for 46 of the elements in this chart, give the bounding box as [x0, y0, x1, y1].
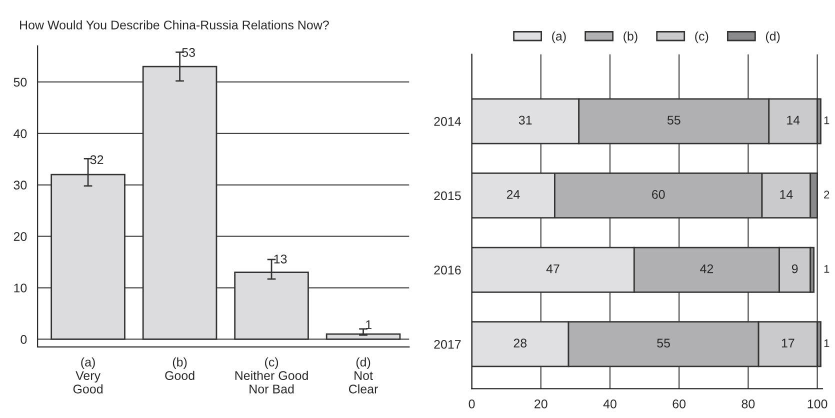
data-label: 42	[700, 264, 714, 274]
x-tick-label: (c) Neither Good Nor Bad	[235, 357, 308, 394]
y-tick-label: 10	[14, 284, 27, 292]
x-tick-label: 40	[603, 399, 616, 408]
legend-label: (b)	[624, 31, 638, 44]
y-tick-label: 0	[20, 335, 27, 344]
data-label: 47	[546, 264, 560, 274]
x-tick-label: 60	[672, 399, 686, 408]
y-tick-label: 2015	[434, 191, 461, 200]
y-tick-label: 2017	[434, 340, 461, 349]
data-label: 55	[657, 338, 670, 348]
data-label: 2	[824, 190, 830, 198]
data-label: 14	[780, 190, 793, 199]
y-tick-label: 30	[14, 180, 27, 190]
data-label: 32	[90, 155, 104, 164]
data-label: 13	[274, 254, 287, 264]
data-label: 55	[667, 116, 680, 125]
legend-label: (d)	[766, 31, 780, 44]
x-tick-label: 80	[742, 399, 755, 408]
legend-label: (a)	[552, 31, 566, 44]
legend-label: (c)	[695, 31, 708, 44]
y-tick-label: 50	[14, 78, 27, 87]
x-tick-label: 0	[468, 399, 475, 408]
data-label: 1	[824, 339, 830, 348]
chart-title: How Would You Describe China-Russia Relations Now?	[20, 20, 329, 30]
x-tick-label: (b) Good	[165, 357, 194, 380]
data-label: 28	[514, 338, 527, 348]
x-tick-label: 100	[808, 399, 828, 408]
y-tick-label: 40	[14, 129, 27, 138]
y-tick-label: 2014	[434, 117, 461, 126]
x-tick-label: (d) Not Clear	[348, 357, 378, 394]
data-label: 53	[182, 48, 195, 57]
data-label: 9	[792, 264, 798, 274]
y-tick-label: 2016	[434, 266, 461, 274]
y-tick-label: 20	[14, 232, 27, 241]
bar	[326, 333, 401, 340]
data-label: 17	[782, 338, 794, 348]
data-label: 14	[787, 116, 800, 124]
data-label: 1	[824, 265, 830, 273]
data-label: 1	[824, 116, 830, 124]
data-label: 1	[366, 320, 372, 329]
data-label: 24	[506, 190, 520, 199]
data-label: 31	[518, 116, 532, 125]
x-tick-label: (a) Very Good	[73, 357, 103, 394]
x-tick-label: 20	[534, 399, 548, 408]
data-label: 60	[652, 190, 665, 199]
